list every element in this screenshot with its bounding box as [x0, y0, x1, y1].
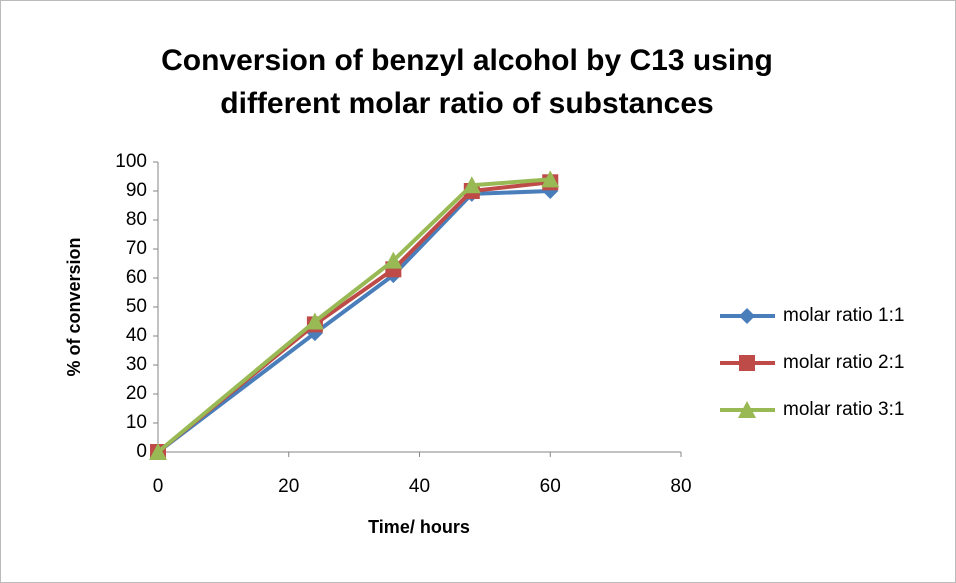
x-axis-title: Time/ hours	[368, 517, 470, 537]
marker	[462, 176, 481, 194]
y-tick-label: 40	[126, 325, 147, 346]
y-tick-label: 50	[126, 296, 147, 317]
marker	[738, 401, 756, 418]
y-tick-label: 10	[126, 412, 147, 433]
marker	[739, 355, 755, 371]
y-tick-label: 0	[136, 441, 147, 462]
y-tick-label: 20	[126, 383, 147, 404]
legend-label: molar ratio 1:1	[783, 305, 904, 326]
x-tick-label: 80	[670, 476, 691, 497]
legend-label: molar ratio 2:1	[783, 352, 904, 373]
x-tick-label: 20	[278, 476, 299, 497]
y-tick-label: 30	[126, 354, 147, 375]
marker	[384, 251, 403, 269]
chart-title: different molar ratio of substances	[220, 87, 713, 120]
y-tick-label: 100	[115, 151, 147, 172]
x-tick-label: 40	[409, 476, 430, 497]
legend-label: molar ratio 3:1	[783, 399, 904, 420]
chart-title: Conversion of benzyl alcohol by C13 usin…	[161, 44, 773, 77]
marker	[149, 443, 167, 460]
y-tick-label: 70	[126, 238, 147, 259]
y-tick-label: 90	[126, 180, 147, 201]
marker	[739, 308, 755, 324]
x-tick-label: 0	[153, 476, 164, 497]
marker	[541, 170, 560, 188]
x-tick-label: 60	[540, 476, 561, 497]
y-axis-title: % of conversion	[64, 237, 84, 376]
y-tick-label: 80	[126, 209, 147, 230]
y-tick-label: 60	[126, 267, 147, 288]
marker	[305, 312, 324, 330]
